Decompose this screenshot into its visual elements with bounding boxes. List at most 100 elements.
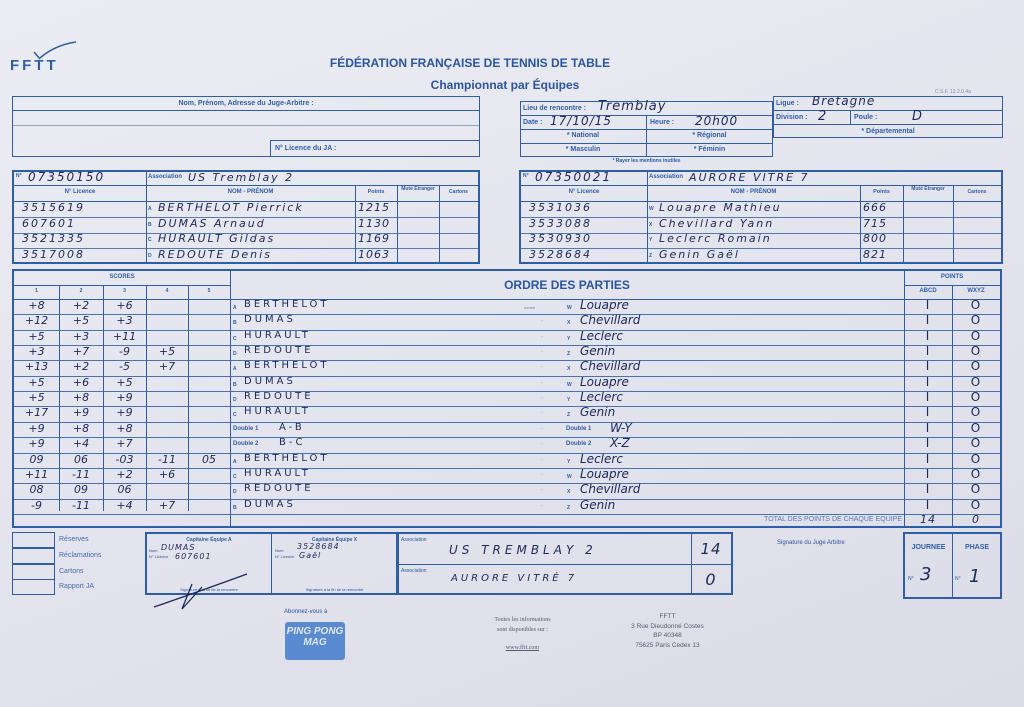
- point-abcd: I: [925, 390, 931, 405]
- player-a-name: HURAULT: [244, 467, 311, 479]
- row-line: [14, 406, 1000, 408]
- point-wxyz: O: [970, 359, 982, 374]
- player-b-name: Chevillard: [580, 359, 641, 374]
- col-line: [230, 271, 231, 526]
- player-a-name: HURAULT: [244, 406, 311, 418]
- player-b-name: Genin: [580, 344, 616, 359]
- point-wxyz: O: [970, 313, 982, 328]
- set-score: +6: [116, 299, 133, 312]
- heure-value: 20h00: [695, 114, 739, 128]
- result-a-association-label: Association: [401, 537, 427, 543]
- col-line: [397, 185, 398, 262]
- point-wxyz: O: [970, 420, 982, 435]
- player-letter: Y: [649, 237, 653, 243]
- checkbox[interactable]: [12, 563, 55, 580]
- contre-label: contre: [524, 305, 536, 310]
- set-score: +8: [72, 391, 90, 405]
- address-line: FFTT: [659, 613, 676, 620]
- set-score: +7: [72, 345, 90, 359]
- poule-value: D: [912, 109, 924, 124]
- row-line: [521, 201, 1001, 202]
- match-row: +5 +3 +11 C HURAULT · Y Leclerc I O: [14, 329, 1000, 345]
- player-letter: B: [148, 221, 152, 228]
- checkbox[interactable]: [12, 532, 55, 548]
- player-row: 3531036 W Louapre Mathieu 666: [521, 201, 1001, 216]
- point-wxyz: O: [970, 405, 982, 420]
- set-score: -9: [119, 345, 130, 359]
- nom-header: NOM - PRÉNOM: [227, 189, 274, 195]
- set-score: +3: [116, 314, 133, 328]
- date-value: 17/10/15: [550, 114, 612, 128]
- point-wxyz: O: [970, 374, 982, 389]
- referee-licence-label: N° Licence du JA :: [275, 145, 337, 152]
- player-name: BERTHELOT Pierrick: [158, 201, 304, 214]
- player-a-letter: B: [233, 320, 237, 327]
- points-header: Points: [367, 189, 385, 195]
- set-score: +6: [72, 375, 90, 389]
- feminin-option: * Féminin: [693, 146, 726, 153]
- team-a-box: N° 07350150 Association US Tremblay 2 N° Lic…: [12, 170, 480, 264]
- col-line: [953, 185, 954, 262]
- result-b-association-label: Association: [401, 568, 427, 574]
- set-score: +17: [24, 406, 49, 420]
- row-line: [14, 233, 478, 234]
- point-wxyz: O: [970, 466, 982, 481]
- player-a-letter: C: [233, 473, 237, 480]
- captain-x-nom-label: Nom: [275, 548, 284, 553]
- player-a-name: BERTHELOT: [244, 360, 330, 372]
- set-score: +13: [24, 360, 49, 374]
- player-points: 1169: [358, 232, 390, 245]
- regional-option: * Régional: [692, 132, 727, 139]
- player-licence: 3528684: [529, 247, 592, 261]
- set-score: +4: [116, 498, 133, 512]
- col-line: [103, 285, 104, 511]
- player-points: 1063: [358, 247, 390, 261]
- player-b-name: Genin: [580, 405, 616, 420]
- player-b-letter: X: [567, 366, 571, 373]
- points-header: POINTS: [940, 274, 964, 280]
- phase-label: PHASE: [964, 544, 990, 551]
- set-score: +6: [158, 467, 176, 481]
- player-row: 3515619 A BERTHELOT Pierrick 1215: [14, 201, 478, 216]
- licence-header: N° Licence: [568, 189, 600, 195]
- player-a-letter: A: [233, 305, 237, 311]
- match-row: +8 +2 +6 A BERTHELOT contre W Louapre I O: [14, 298, 1000, 314]
- player-b-letter: Z: [567, 412, 571, 419]
- row-line: [14, 345, 1000, 347]
- division-label: Division :: [776, 114, 808, 121]
- captain-a-licence: 607601: [175, 552, 212, 561]
- fftt-logo: FFTT: [10, 40, 80, 76]
- col-line: [146, 285, 147, 511]
- player-b-letter: W: [567, 381, 572, 388]
- player-a-letter: Double 1: [233, 425, 259, 432]
- row-line: [14, 248, 478, 249]
- player-row: 607601 B DUMAS Arnaud 1130: [14, 217, 478, 232]
- set-score: +9: [116, 406, 133, 420]
- abonnez-text: Abonnez-vous à: [284, 609, 328, 615]
- match-row: +13 +2 -5 +7 A BERTHELOT · X Chevillard I O: [14, 359, 1000, 375]
- player-points: 666: [863, 201, 887, 214]
- ping-pong-mag-logo: PING PONG MAG: [285, 622, 345, 660]
- set-score: +8: [72, 421, 90, 435]
- checkbox[interactable]: [12, 547, 55, 564]
- team-no-label: N°: [16, 173, 22, 179]
- logo-swoosh-icon: [33, 41, 77, 60]
- player-name: HURAULT Gildas: [158, 232, 276, 245]
- col-line: [952, 285, 953, 526]
- team-number: 07350150: [28, 170, 106, 184]
- player-b-name: W-Y: [610, 420, 632, 435]
- point-abcd: I: [925, 466, 931, 481]
- player-name: Genin Gaël: [659, 247, 740, 261]
- point-wxyz: O: [970, 436, 982, 451]
- ligue-value: Bretagne: [812, 94, 876, 108]
- total-label: TOTAL DES POINTS DE CHAQUE EQUIPE: [764, 516, 902, 523]
- player-letter: D: [148, 252, 152, 259]
- set-score: +7: [158, 498, 176, 512]
- check-label: Réclamations: [59, 551, 102, 559]
- player-points: 1130: [358, 216, 390, 230]
- checkbox[interactable]: [12, 579, 55, 596]
- website-link[interactable]: www.fftt.com: [505, 645, 540, 651]
- player-points: 1215: [358, 201, 390, 214]
- set-score: +5: [28, 375, 45, 389]
- player-licence: 3515619: [22, 201, 85, 214]
